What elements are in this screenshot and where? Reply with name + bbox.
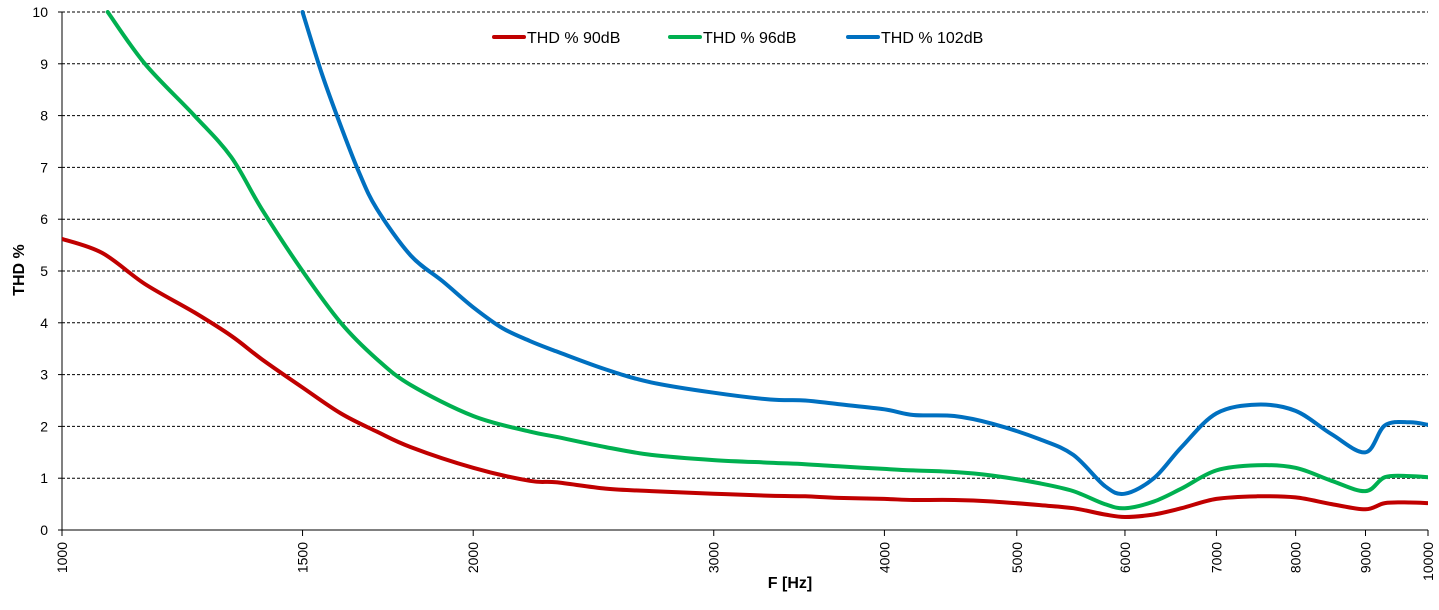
legend: THD % 90dB THD % 96dB THD % 102dB (492, 30, 983, 47)
x-tick-label: 8000 (1288, 542, 1304, 573)
series-line-2 (105, 10, 1428, 511)
y-tick-label: 6 (40, 211, 48, 227)
y-tick-label: 10 (32, 4, 48, 20)
x-tick-label: 9000 (1357, 542, 1373, 573)
y-tick-label: 1 (40, 470, 48, 486)
x-tick-label: 5000 (1009, 542, 1025, 573)
y-tick-labels: 0 1 2 3 4 5 6 7 8 9 10 (32, 4, 48, 538)
x-tick-label: 6000 (1117, 542, 1133, 573)
x-tick-label: 3000 (706, 542, 722, 573)
x-tick-label: 1000 (54, 542, 70, 573)
x-tick-label: 4000 (876, 542, 892, 573)
axes (58, 11, 1429, 536)
x-tick-labels: 1000 1500 2000 3000 4000 5000 6000 7000 8000 9000… (54, 542, 1436, 581)
x-tick-label: 7000 (1208, 542, 1224, 573)
y-tick-label: 0 (40, 522, 48, 538)
y-tick-label: 9 (40, 56, 48, 72)
x-tick-label: 2000 (465, 542, 481, 573)
y-tick-label: 4 (40, 315, 48, 331)
series-lines (62, 10, 1428, 519)
legend-label: THD % 102dB (881, 30, 983, 47)
x-axis-title: F [Hz] (768, 575, 812, 592)
x-tick-label: 10000 (1420, 542, 1436, 581)
legend-label: THD % 96dB (703, 30, 796, 47)
legend-label: THD % 90dB (527, 30, 620, 47)
y-tick-label: 2 (40, 418, 48, 434)
y-axis-title: THD % (11, 244, 28, 296)
x-tick-label: 1500 (295, 542, 311, 573)
series-line-3 (300, 10, 1428, 497)
y-tick-label: 3 (40, 367, 48, 383)
y-tick-label: 7 (40, 159, 48, 175)
y-tick-label: 8 (40, 108, 48, 124)
grid-lines (62, 11, 1428, 479)
series-line-1 (62, 236, 1428, 519)
y-tick-label: 5 (40, 263, 48, 279)
